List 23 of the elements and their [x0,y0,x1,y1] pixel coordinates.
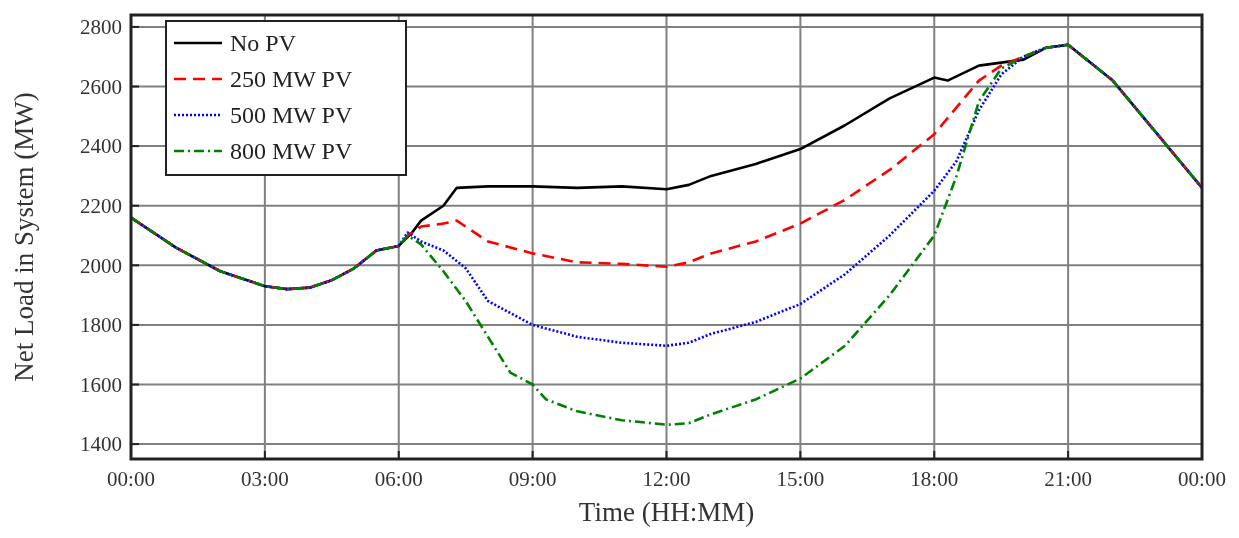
y-axis-title: Net Load in System (MW) [9,92,39,382]
y-tick-label: 2800 [80,15,122,40]
x-tick-label: 21:00 [1044,467,1093,491]
x-tick-label: 18:00 [910,467,959,491]
x-tick-label: 12:00 [642,467,691,491]
legend-label: 250 MW PV [230,66,353,93]
y-tick-label: 2000 [80,253,122,278]
y-tick-label: 1400 [80,432,122,457]
legend-label: 500 MW PV [230,102,353,129]
x-tick-label: 00:00 [1178,467,1226,491]
x-axis-title: Time (HH:MM) [578,497,755,527]
x-tick-label: 15:00 [776,467,825,491]
y-tick-label: 2200 [80,194,122,219]
x-tick-label: 09:00 [508,467,557,491]
x-tick-label: 06:00 [374,467,423,491]
y-tick-label: 2400 [80,134,122,159]
x-tick-label: 03:00 [240,467,289,491]
legend-label: 800 MW PV [230,138,353,165]
legend-label: No PV [230,30,297,57]
y-tick-label: 2600 [80,74,122,99]
y-tick-label: 1600 [80,372,122,397]
x-tick-label: 00:00 [107,467,155,491]
y-tick-label: 1800 [80,313,122,338]
